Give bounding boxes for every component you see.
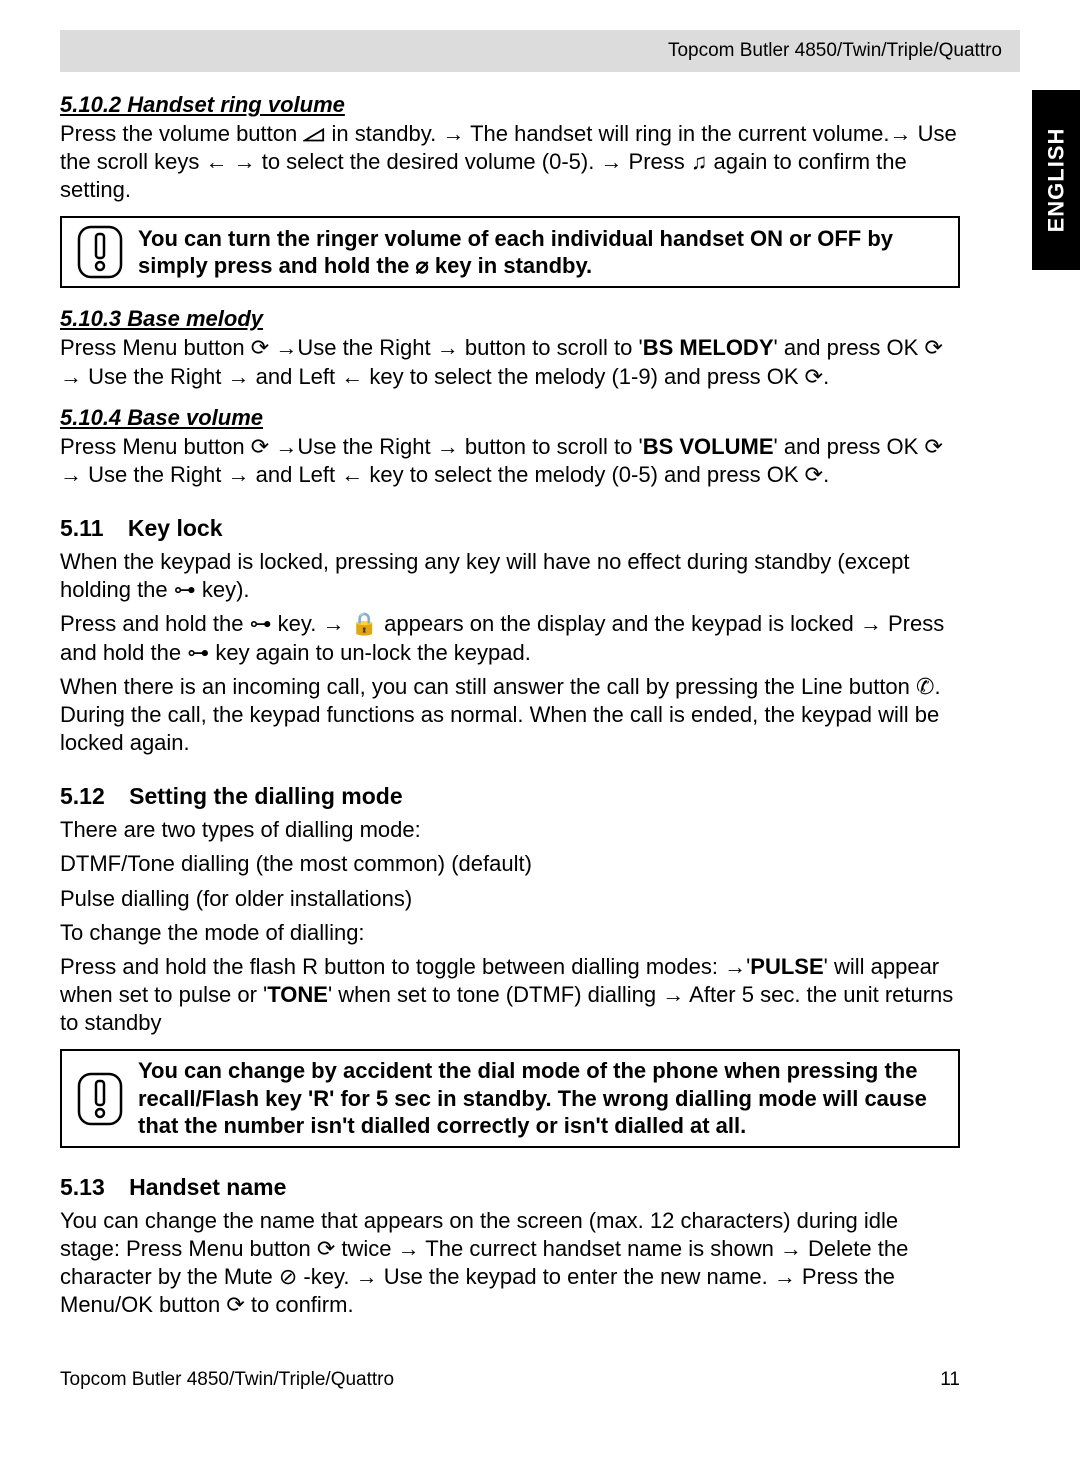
footer-page-number: 11 <box>940 1369 960 1391</box>
header-product: Topcom Butler 4850/Twin/Triple/Quattro <box>668 40 1002 61</box>
page: Topcom Butler 4850/Twin/Triple/Quattro E… <box>0 0 1080 1421</box>
note-box: You can change by accident the dial mode… <box>60 1049 960 1148</box>
language-tab: ENGLISH <box>1032 90 1080 270</box>
section-title: Key lock <box>128 515 223 541</box>
note-text: You can change by accident the dial mode… <box>128 1057 948 1140</box>
paragraph: There are two types of dialling mode: <box>60 816 960 844</box>
note-text: You can turn the ringer volume of each i… <box>128 225 948 280</box>
paragraph: To change the mode of dialling: <box>60 919 960 947</box>
language-tab-label: ENGLISH <box>1043 128 1069 233</box>
header-bar: Topcom Butler 4850/Twin/Triple/Quattro <box>60 30 1020 72</box>
section-number: 5.12 <box>60 783 105 810</box>
paragraph: Press Menu button ⟳ →Use the Right → but… <box>60 433 960 489</box>
heading-5-11: 5.11 Key lock <box>60 515 960 542</box>
paragraph: When the keypad is locked, pressing any … <box>60 548 960 604</box>
heading-5-10-3: 5.10.3 Base melody <box>60 306 960 332</box>
warning-icon <box>72 1071 128 1127</box>
volume-wedge-icon <box>303 126 325 144</box>
text: Press the volume button <box>60 121 303 146</box>
section-title: Handset name <box>129 1174 286 1200</box>
paragraph: You can change the name that appears on … <box>60 1207 960 1320</box>
paragraph: Press and hold the flash R button to tog… <box>60 953 960 1037</box>
warning-icon <box>72 224 128 280</box>
heading-5-12: 5.12 Setting the dialling mode <box>60 783 960 810</box>
footer: Topcom Butler 4850/Twin/Triple/Quattro 1… <box>60 1369 960 1391</box>
footer-left: Topcom Butler 4850/Twin/Triple/Quattro <box>60 1369 394 1391</box>
heading-5-10-4: 5.10.4 Base volume <box>60 405 960 431</box>
paragraph: DTMF/Tone dialling (the most common) (de… <box>60 850 960 878</box>
paragraph: Press Menu button ⟳ →Use the Right → but… <box>60 334 960 390</box>
note-box: You can turn the ringer volume of each i… <box>60 216 960 288</box>
paragraph: Press and hold the ⊶ key. → 🔒 appears on… <box>60 610 960 666</box>
section-title: Setting the dialling mode <box>129 783 402 809</box>
paragraph: When there is an incoming call, you can … <box>60 673 960 757</box>
heading-5-10-2: 5.10.2 Handset ring volume <box>60 92 960 118</box>
paragraph: Pulse dialling (for older installations) <box>60 885 960 913</box>
content: 5.10.2 Handset ring volume Press the vol… <box>60 92 1020 1391</box>
section-number: 5.13 <box>60 1174 105 1201</box>
section-number: 5.11 <box>60 515 104 542</box>
heading-5-13: 5.13 Handset name <box>60 1174 960 1201</box>
paragraph: Press the volume button in standby. → Th… <box>60 120 960 204</box>
